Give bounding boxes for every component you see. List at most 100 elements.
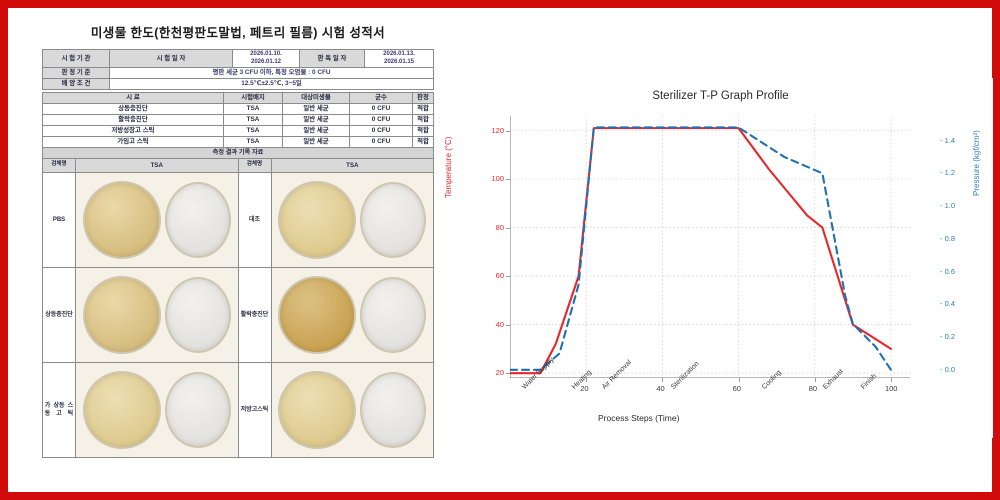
table-row: 활락충진단 TSA 일반 세균 0 CFU 적합 bbox=[42, 114, 434, 126]
agar-dish-icon bbox=[278, 275, 357, 354]
y-tick-left: 40 bbox=[495, 319, 504, 329]
photo-head-left-media: TSA bbox=[76, 158, 239, 172]
y-tick-right: - 0.2 bbox=[940, 332, 956, 342]
sterilizer-chart: Sterilizer T-P Graph Profile Temperature… bbox=[444, 78, 993, 438]
table-row: 상등충진단 TSA 일반 세균 0 CFU 적합 bbox=[42, 103, 434, 115]
report-info-table: 시 험 기 관 시 험 일 자 2026.01.10. 2026.01.12 판… bbox=[42, 49, 434, 90]
lab-label: 시 험 기 관 bbox=[42, 49, 110, 68]
table-row: 판 정 기 준 평판 세균 3 CFU 이하, 특정 오염물 : 0 CFU bbox=[42, 67, 434, 79]
photo-row-label-left: 상등 충진단 bbox=[43, 267, 76, 362]
agar-dish-icon bbox=[82, 370, 161, 449]
test-date-label: 시 험 일 자 bbox=[109, 49, 233, 68]
microbial-test-report: 미생물 한도(한천평판도말법, 페트리 필름) 시험 성적서 시 험 기 관 시… bbox=[38, 16, 438, 486]
photo-row: PBS 대조 bbox=[43, 172, 433, 268]
photo-row-label-right: 대조 bbox=[238, 172, 272, 267]
judge-date-label: 판 독 일 자 bbox=[299, 49, 365, 68]
y-tick-mark-left bbox=[506, 179, 510, 181]
y-tick-mark-left bbox=[506, 373, 510, 375]
y-tick-mark-left bbox=[506, 130, 510, 132]
judge-date-value: 2026.01.13. 2026.01.15 bbox=[364, 49, 434, 68]
y-tick-right: - 1.0 bbox=[940, 201, 956, 211]
cell-sample: 저방성장고 스틱 bbox=[42, 125, 224, 137]
photo-row: 가동 상등고 스틱 저방고 스틱 bbox=[43, 362, 433, 457]
x-axis-label: Process Steps (Time) bbox=[598, 413, 680, 423]
cell-organism: 일반 세균 bbox=[282, 114, 350, 126]
y-tick-right: - 0.8 bbox=[940, 233, 956, 243]
y-tick-left: 20 bbox=[495, 368, 504, 378]
cell-media: TSA bbox=[223, 103, 283, 115]
col-media: 시험배지 bbox=[223, 92, 283, 104]
x-tick: 60 bbox=[732, 384, 741, 393]
result-table-footer: 측정 결과 기록 자료 bbox=[42, 147, 434, 159]
petri-film-icon bbox=[360, 276, 427, 353]
cell-count: 0 CFU bbox=[349, 114, 413, 126]
y-tick-right: - 1.4 bbox=[940, 135, 956, 145]
col-result: 판정 bbox=[412, 92, 434, 104]
y-tick-left: 100 bbox=[491, 174, 504, 184]
criteria-value: 평판 세균 3 CFU 이하, 특정 오염물 : 0 CFU bbox=[109, 67, 434, 79]
condition-value: 12.5℃±2.5℃, 3~5일 bbox=[109, 78, 434, 90]
cell-organism: 일반 세균 bbox=[282, 103, 350, 115]
agar-dish-icon bbox=[278, 370, 357, 449]
table-row: 가임고 스틱 TSA 일반 세균 0 CFU 적합 bbox=[42, 136, 434, 148]
cell-result: 적합 bbox=[412, 136, 434, 148]
judge-date-line1: 2026.01.13. bbox=[383, 51, 415, 57]
photo-grid-header: 검체명 TSA 검체명 TSA bbox=[43, 158, 433, 173]
chart-title: Sterilizer T-P Graph Profile bbox=[652, 90, 789, 102]
agar-dish-icon bbox=[82, 180, 161, 259]
x-tick-mark bbox=[586, 378, 588, 382]
x-tick-mark bbox=[662, 378, 664, 382]
cell-result: 적합 bbox=[412, 125, 434, 137]
table-row: 배 양 조 건 12.5℃±2.5℃, 3~5일 bbox=[42, 78, 434, 90]
test-date-line2: 2026.01.12 bbox=[250, 58, 282, 65]
petri-photo bbox=[76, 267, 239, 362]
petri-film-icon bbox=[360, 181, 427, 258]
y-tick-mark-left bbox=[506, 324, 510, 326]
photo-row-label-left: 가동 상등고 스틱 bbox=[43, 362, 76, 457]
agar-dish-icon bbox=[82, 275, 161, 354]
photo-head-left-label: 검체명 bbox=[43, 158, 76, 172]
x-tick-mark bbox=[814, 378, 816, 382]
col-count: 균수 bbox=[349, 92, 413, 104]
condition-label: 배 양 조 건 bbox=[42, 78, 110, 90]
y-tick-mark-left bbox=[506, 227, 510, 229]
report-title: 미생물 한도(한천평판도말법, 페트리 필름) 시험 성적서 bbox=[90, 26, 386, 40]
chart-plot-area bbox=[510, 116, 910, 378]
photo-row-label-right: 저방고 스틱 bbox=[238, 362, 272, 457]
y-tick-left: 120 bbox=[491, 125, 504, 135]
table-header-row: 시 료 시험배지 대상미생물 균수 판정 bbox=[42, 92, 434, 104]
cell-sample: 활락충진단 bbox=[42, 114, 224, 126]
cell-count: 0 CFU bbox=[349, 136, 413, 148]
y-tick-left: 60 bbox=[495, 271, 504, 281]
y-tick-right: - 0.4 bbox=[940, 299, 956, 309]
table-row: 저방성장고 스틱 TSA 일반 세균 0 CFU 적합 bbox=[42, 125, 434, 137]
x-tick-mark bbox=[890, 378, 892, 382]
photo-row: 상등 충진단 활락 충진단 bbox=[43, 267, 433, 363]
table-row: 측정 결과 기록 자료 bbox=[42, 147, 434, 159]
photo-head-right-media: TSA bbox=[346, 161, 359, 169]
petri-photo bbox=[76, 172, 239, 267]
cell-media: TSA bbox=[223, 125, 283, 137]
y-tick-right: - 0.0 bbox=[940, 364, 956, 374]
criteria-label: 판 정 기 준 bbox=[42, 67, 110, 79]
petri-photo bbox=[271, 172, 433, 267]
cell-media: TSA bbox=[223, 136, 283, 148]
petri-film-icon bbox=[164, 181, 231, 258]
result-table: 시 료 시험배지 대상미생물 균수 판정 상등충진단 TSA 일반 세균 0 C… bbox=[42, 92, 434, 159]
judge-date-line2: 2026.01.15 bbox=[383, 58, 415, 65]
cell-count: 0 CFU bbox=[349, 125, 413, 137]
y-tick-mark-left bbox=[506, 276, 510, 278]
x-tick: 100 bbox=[884, 384, 898, 393]
petri-photo bbox=[76, 362, 239, 457]
cell-organism: 일반 세균 bbox=[282, 125, 350, 137]
test-date-value: 2026.01.10. 2026.01.12 bbox=[232, 49, 300, 68]
x-tick: 40 bbox=[656, 384, 665, 393]
cell-media: TSA bbox=[223, 114, 283, 126]
x-tick: 80 bbox=[808, 384, 818, 393]
y-axis-right-label: Pressure (kgf/cm²) bbox=[972, 130, 981, 196]
petri-film-icon bbox=[360, 371, 427, 448]
agar-dish-icon bbox=[278, 180, 357, 259]
photo-row-label-right: 활락 충진단 bbox=[238, 267, 272, 362]
y-axis-left-label: Temperature (°C) bbox=[444, 136, 453, 198]
